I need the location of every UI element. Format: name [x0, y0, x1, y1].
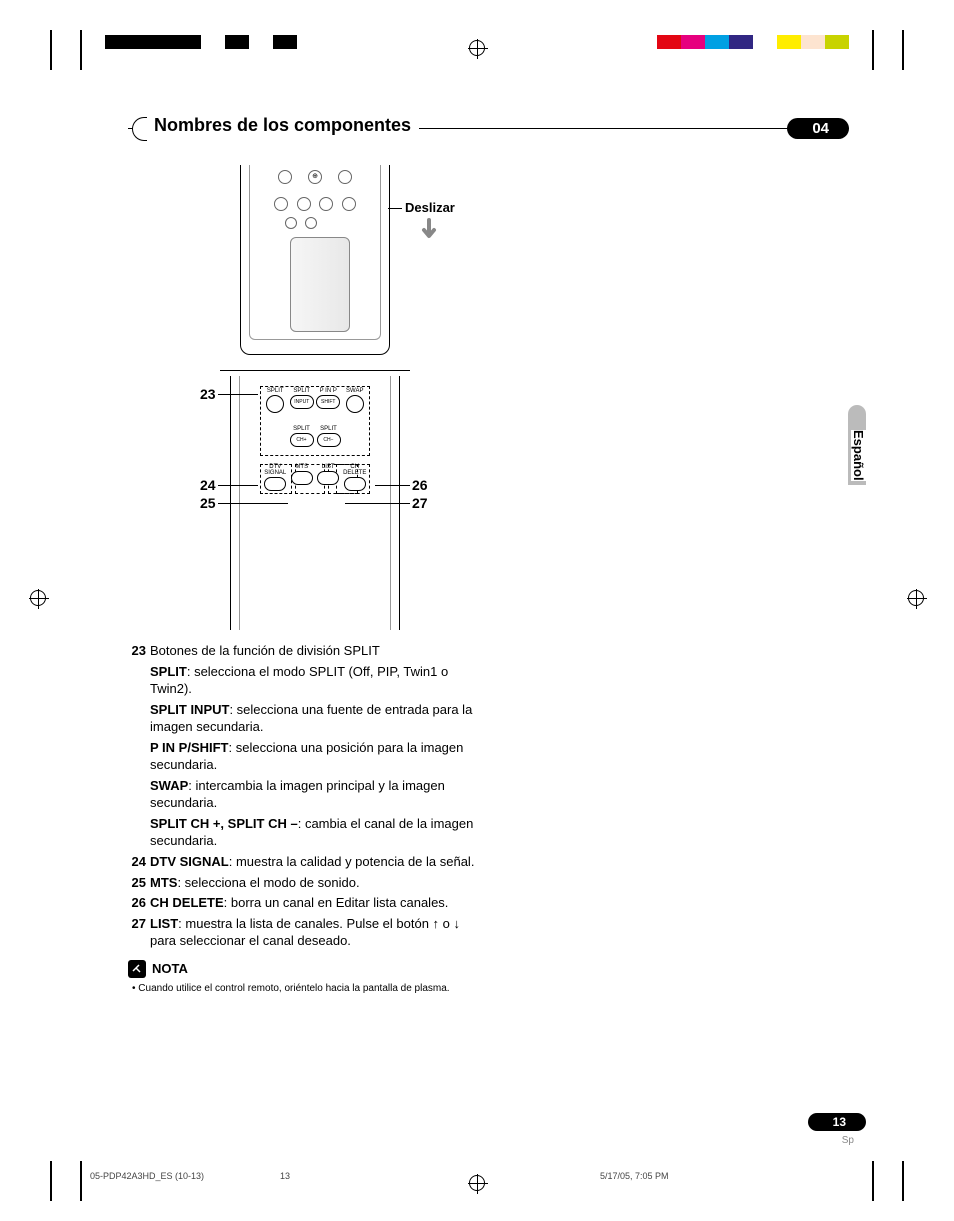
color-bars-right: [657, 35, 849, 49]
label-split: SPLIT: [267, 388, 284, 394]
crop-mark: [50, 1161, 52, 1201]
item-num-27: 27: [128, 915, 150, 950]
arrow-down-icon: ↓: [454, 916, 461, 931]
callout-23: 23: [200, 386, 216, 402]
term-ch-delete: CH DELETE: [150, 895, 224, 910]
slide-label: Deslizar: [405, 200, 455, 215]
section-title: Nombres de los componentes: [146, 115, 419, 136]
arrow-down-icon: [420, 218, 438, 245]
footer-page: 13: [280, 1171, 290, 1181]
label-list: LIST: [322, 464, 335, 470]
callout-27: 27: [412, 495, 428, 511]
label-chdelete: CHDELETE: [343, 464, 366, 476]
note-title: NOTA: [152, 960, 188, 978]
language-label: Español: [851, 430, 866, 481]
ch-icon: [278, 170, 292, 184]
page-header: Nombres de los componentes 04: [128, 115, 849, 145]
registration-mark-right: [908, 590, 924, 606]
crop-mark: [872, 1161, 874, 1201]
vol-icon: [338, 170, 352, 184]
chapter-number: 04: [787, 118, 849, 139]
label-mts: MTS: [295, 464, 308, 470]
note-text: • Cuando utilice el control remoto, orié…: [128, 982, 488, 996]
remote-bottom-diagram: SPLIT SPLITINPUT P IN PSHIFT SWAP SPLITC…: [220, 370, 410, 630]
term-mts: MTS: [150, 875, 177, 890]
term-split-input: SPLIT INPUT: [150, 702, 229, 717]
crop-mark: [902, 1161, 904, 1201]
note-box: NOTA • Cuando utilice el control remoto,…: [128, 960, 488, 996]
remote-top-diagram: ⊕: [240, 165, 390, 355]
item-num-26: 26: [128, 894, 150, 912]
shift-button: SHIFT: [316, 395, 340, 409]
crop-mark: [80, 1161, 82, 1201]
term-split-ch: SPLIT CH +, SPLIT CH –: [150, 816, 298, 831]
input-button: INPUT: [290, 395, 314, 409]
callout-24: 24: [200, 477, 216, 493]
label-split: SPLIT: [320, 426, 337, 432]
item-num-23: 23: [128, 642, 150, 660]
label-split: SPLIT: [293, 426, 310, 432]
callout-line: [388, 208, 402, 209]
item-num-25: 25: [128, 874, 150, 892]
callout-25: 25: [200, 495, 216, 511]
registration-mark-top: [469, 40, 485, 56]
item-num-24: 24: [128, 853, 150, 871]
label-pinp: P IN P: [320, 388, 337, 394]
term-swap: SWAP: [150, 778, 188, 793]
description-list: 23 Botones de la función de división SPL…: [128, 642, 488, 995]
term-split: SPLIT: [150, 664, 187, 679]
note-icon: [128, 960, 146, 978]
ch-plus-button: CH+: [290, 433, 314, 447]
label-dtv: DTVSIGNAL: [264, 464, 286, 476]
footer-timestamp: 5/17/05, 7:05 PM: [600, 1171, 669, 1181]
label-swap: SWAP: [346, 388, 363, 394]
term-list: LIST: [150, 916, 178, 931]
footer-filename: 05-PDP42A3HD_ES (10-13): [90, 1171, 204, 1181]
slide-panel: [290, 237, 350, 332]
callout-26: 26: [412, 477, 428, 493]
page-suffix: Sp: [842, 1135, 854, 1146]
ch-minus-button: CH−: [317, 433, 341, 447]
term-pinp-shift: P IN P/SHIFT: [150, 740, 229, 755]
enter-icon: ⊕: [308, 170, 322, 184]
page-number: 13: [808, 1113, 866, 1131]
term-dtv-signal: DTV SIGNAL: [150, 854, 229, 869]
item-23-lead: Botones de la función de división SPLIT: [150, 642, 488, 660]
registration-mark-left: [30, 590, 46, 606]
label-split: SPLIT: [293, 388, 310, 394]
color-bars-left: [105, 35, 297, 49]
registration-mark-bottom: [469, 1175, 485, 1191]
